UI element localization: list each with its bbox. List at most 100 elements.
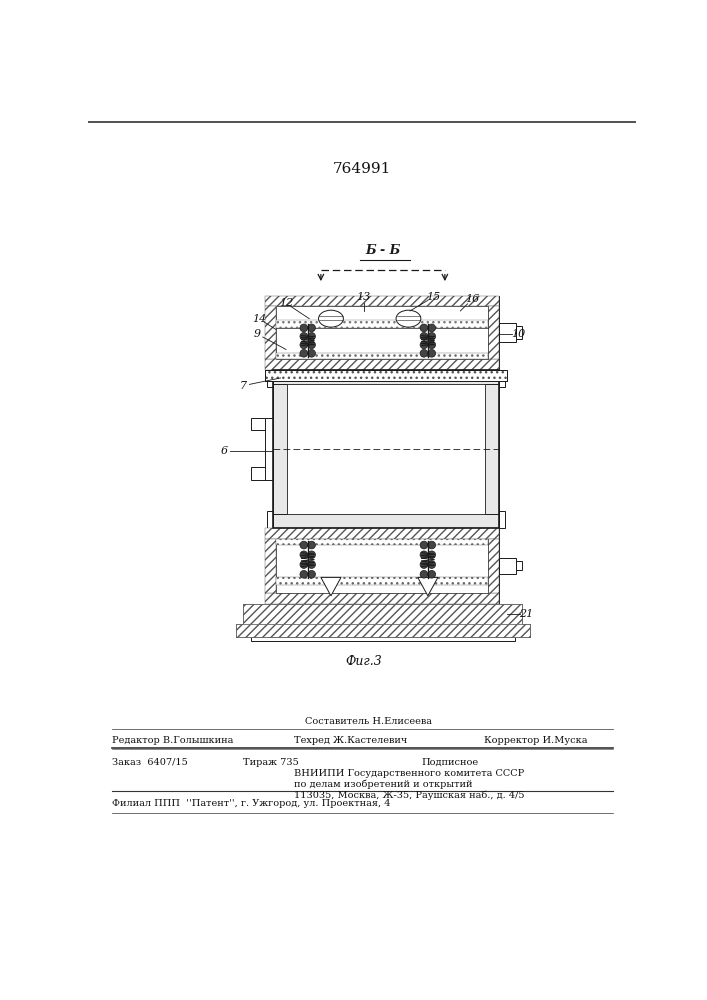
Bar: [265, 359, 499, 370]
Bar: [499, 370, 506, 387]
Text: Филиал ППП  ''Патент'', г. Ужгород, ул. Проектная, 4: Филиал ППП ''Патент'', г. Ужгород, ул. П…: [112, 799, 390, 808]
Bar: [516, 326, 522, 339]
Circle shape: [428, 333, 436, 340]
Bar: [499, 323, 516, 342]
Circle shape: [300, 341, 308, 349]
Bar: [273, 514, 499, 528]
Text: 15: 15: [426, 292, 440, 302]
Circle shape: [428, 341, 436, 349]
Bar: [499, 511, 506, 528]
Circle shape: [428, 561, 436, 568]
Circle shape: [308, 333, 315, 340]
Bar: [276, 306, 489, 359]
Text: Подписное: Подписное: [421, 758, 479, 767]
Circle shape: [300, 541, 308, 549]
Circle shape: [428, 551, 436, 559]
Bar: [265, 528, 499, 604]
Text: 16: 16: [465, 294, 479, 304]
Bar: [243, 604, 522, 624]
Circle shape: [308, 324, 315, 332]
Bar: [276, 353, 489, 359]
Text: Б - Б: Б - Б: [366, 244, 400, 257]
Bar: [267, 370, 273, 387]
Circle shape: [300, 349, 308, 357]
Text: 9: 9: [254, 329, 261, 339]
Bar: [489, 539, 499, 593]
Circle shape: [308, 541, 315, 549]
Circle shape: [300, 561, 308, 568]
Bar: [276, 539, 489, 545]
Circle shape: [308, 341, 315, 349]
Circle shape: [308, 570, 315, 578]
Bar: [251, 467, 273, 480]
Circle shape: [420, 349, 428, 357]
Bar: [485, 370, 499, 528]
Bar: [265, 370, 507, 381]
Bar: [267, 511, 273, 528]
Bar: [273, 370, 287, 528]
Polygon shape: [321, 577, 341, 596]
Circle shape: [420, 551, 428, 559]
Text: Техред Ж.Кастелевич: Техред Ж.Кастелевич: [293, 736, 407, 745]
Bar: [243, 604, 522, 624]
Bar: [489, 306, 499, 359]
Bar: [499, 558, 516, 574]
Bar: [276, 539, 489, 593]
Text: Заказ  6407/15: Заказ 6407/15: [112, 758, 187, 767]
Circle shape: [300, 333, 308, 340]
Text: 13: 13: [356, 292, 370, 302]
Circle shape: [308, 551, 315, 559]
Circle shape: [300, 570, 308, 578]
Circle shape: [428, 349, 436, 357]
Text: 14: 14: [252, 314, 266, 324]
Text: 12: 12: [279, 298, 293, 308]
Text: Корректор И.Муска: Корректор И.Муска: [484, 736, 587, 745]
Text: 113035, Москва, Ж-35, Раушская наб., д. 4/5: 113035, Москва, Ж-35, Раушская наб., д. …: [293, 791, 525, 800]
Text: 764991: 764991: [333, 162, 391, 176]
Bar: [265, 306, 276, 359]
Bar: [265, 528, 499, 539]
Ellipse shape: [319, 310, 344, 327]
Ellipse shape: [396, 310, 421, 327]
Bar: [265, 296, 499, 306]
Text: по делам изобретений и открытий: по делам изобретений и открытий: [293, 780, 472, 789]
Circle shape: [420, 341, 428, 349]
Text: 10: 10: [511, 329, 525, 339]
Bar: [276, 320, 489, 328]
Circle shape: [428, 324, 436, 332]
Bar: [516, 561, 522, 570]
Circle shape: [300, 324, 308, 332]
Bar: [276, 320, 489, 328]
Text: ВНИИПИ Государственного комитета СССР: ВНИИПИ Государственного комитета СССР: [293, 769, 524, 778]
Text: 6: 6: [221, 446, 228, 456]
Bar: [273, 370, 499, 384]
Polygon shape: [418, 577, 438, 596]
Circle shape: [420, 561, 428, 568]
Circle shape: [420, 333, 428, 340]
Circle shape: [428, 570, 436, 578]
Circle shape: [420, 541, 428, 549]
Circle shape: [420, 570, 428, 578]
Bar: [287, 384, 485, 514]
Text: Тираж 735: Тираж 735: [243, 758, 299, 767]
Bar: [265, 539, 276, 593]
Circle shape: [308, 349, 315, 357]
Bar: [235, 624, 530, 637]
Text: Редактор В.Голышкина: Редактор В.Голышкина: [112, 736, 233, 745]
Bar: [251, 418, 273, 430]
Text: 21: 21: [519, 609, 533, 619]
Circle shape: [428, 541, 436, 549]
Circle shape: [300, 551, 308, 559]
Circle shape: [420, 324, 428, 332]
Bar: [273, 370, 499, 528]
Text: 7: 7: [240, 381, 247, 391]
Bar: [276, 577, 489, 585]
Circle shape: [308, 561, 315, 568]
Bar: [235, 624, 530, 637]
Bar: [265, 593, 499, 604]
Text: Фиг.3: Фиг.3: [345, 655, 382, 668]
Bar: [265, 418, 273, 480]
Text: Составитель Н.Елисеева: Составитель Н.Елисеева: [305, 717, 433, 726]
Bar: [265, 370, 507, 381]
Bar: [251, 637, 515, 641]
